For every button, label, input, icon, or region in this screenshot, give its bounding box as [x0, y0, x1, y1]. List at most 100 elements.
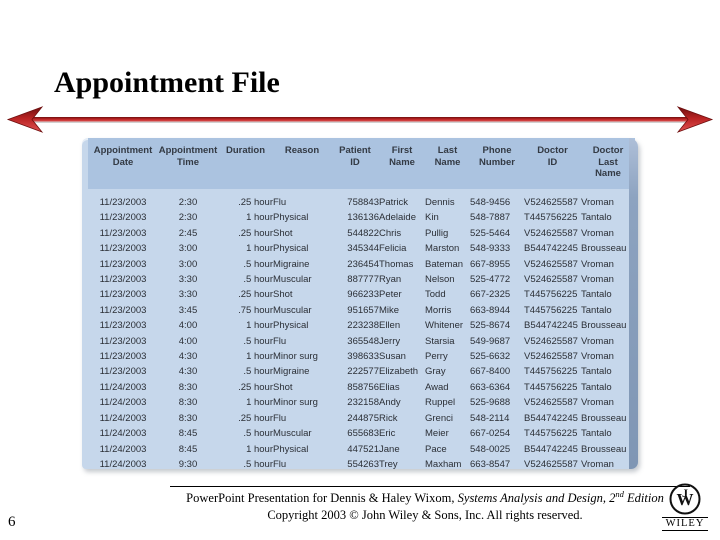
table-cell: 548-7887 [470, 212, 511, 224]
table-cell: Tantalo [581, 304, 612, 316]
table-cell: 8:45 [178, 428, 198, 440]
table-cell: Kin [425, 212, 439, 224]
table-cell: 11/23/2003 [99, 258, 147, 270]
table-cell: 966233 [347, 289, 379, 301]
page-title: Appointment File [54, 66, 280, 99]
table-cell: Tantalo [581, 289, 612, 301]
table-cell: Flu [273, 335, 287, 347]
table-cell: 11/23/2003 [99, 243, 147, 255]
table-cell: 11/23/2003 [99, 197, 147, 208]
table-cell: 525-5464 [470, 227, 511, 239]
table-cell: Whitener [425, 320, 464, 332]
table-cell: Morris [425, 304, 452, 316]
column-header: First Name [379, 138, 425, 189]
footer-line1-sup: nd [615, 488, 624, 499]
table-cell: 4:30 [178, 366, 198, 378]
table-row: 11/23/2003 2:45 .25 hour Shot 544822 Chris Pul… [88, 226, 635, 241]
table-cell: .25 hour [238, 227, 273, 239]
table-cell: Susan [379, 351, 406, 363]
table-cell: 11/23/2003 [99, 274, 147, 286]
table-cell: Physical [273, 320, 309, 332]
table-cell: Tantalo [581, 366, 612, 378]
wiley-logo: W J WILEY [662, 482, 708, 534]
column-header: Duration [218, 138, 273, 189]
table-row: 11/23/2003 4:30 1 hour Minor surg 398633 Susa… [88, 349, 635, 364]
table-cell: Shot [273, 289, 293, 301]
table-cell: Vroman [581, 458, 614, 470]
table-cell: 4:30 [178, 351, 198, 363]
table-cell: Thomas [379, 258, 414, 270]
table-cell: B544742245 [524, 412, 578, 424]
table-cell: 549-9687 [470, 335, 511, 347]
table-cell: V524625587 [524, 335, 578, 347]
table-cell: Shot [273, 227, 293, 239]
table-cell: 663-8547 [470, 458, 511, 470]
table-row: 11/24/2003 8:45 .5 hour Muscular 655683 Eric M… [88, 426, 635, 441]
table-cell: 525-4772 [470, 274, 511, 286]
table-cell: 11/23/2003 [99, 366, 147, 378]
table-cell: Vroman [581, 397, 614, 409]
table-cell: Dennis [425, 197, 455, 208]
table-header: Appointment Date Appointment Time Duration… [88, 138, 635, 189]
table-cell: V524625587 [524, 397, 578, 409]
footer-credits: PowerPoint Presentation for Dennis & Hal… [160, 490, 690, 523]
table-cell: 548-0025 [470, 443, 511, 455]
table-cell: 3:30 [178, 274, 198, 286]
table-cell: 1 hour [246, 443, 273, 455]
table-cell: 554263 [347, 458, 379, 470]
table-cell: Patrick [379, 197, 409, 208]
table-cell: T445756225 [524, 212, 578, 224]
table-row: 11/23/2003 3:30 .25 hour Shot 966233 Peter Tod… [88, 287, 635, 302]
appointment-table: Appointment Date Appointment Time Duration… [88, 138, 635, 472]
table-cell: Muscular [273, 304, 312, 316]
table-cell: 655683 [347, 428, 379, 440]
table-cell: Vroman [581, 351, 614, 363]
table-cell: 951657 [347, 304, 379, 316]
table-cell: 11/24/2003 [99, 381, 147, 393]
table-row: 11/23/2003 4:30 .5 hour Migraine 222577 Eliza… [88, 364, 635, 379]
table-cell: Ryan [379, 274, 402, 286]
double-arrow-divider [6, 106, 714, 133]
table-cell: B544742245 [524, 320, 578, 332]
table-cell: 11/23/2003 [99, 351, 147, 363]
table-cell: 667-8400 [470, 366, 511, 378]
table-cell: 1 hour [246, 243, 273, 255]
table-cell: Tantalo [581, 381, 612, 393]
table-cell: 663-8944 [470, 304, 511, 316]
table-cell: Flu [273, 458, 287, 470]
table-cell: 11/24/2003 [99, 443, 147, 455]
table-cell: Nelson [425, 274, 455, 286]
footer-line1-normal: PowerPoint Presentation for Dennis & Hal… [186, 491, 458, 505]
table-bevel-edge [629, 138, 638, 469]
table-cell: 4:00 [178, 320, 198, 332]
table-cell: 525-8674 [470, 320, 511, 332]
table-cell: Minor surg [273, 397, 318, 409]
svg-text:J: J [682, 486, 688, 500]
table-cell: Brousseau [581, 243, 627, 255]
table-cell: 4:00 [178, 335, 198, 347]
table-cell: 8:45 [178, 443, 198, 455]
table-cell: V524625587 [524, 274, 578, 286]
table-cell: Chris [379, 227, 402, 239]
table-cell: .25 hour [238, 197, 273, 208]
table-cell: T445756225 [524, 366, 578, 378]
table-cell: .5 hour [243, 258, 273, 270]
table-cell: Vroman [581, 258, 614, 270]
table-cell: 858756 [347, 381, 379, 393]
table-cell: Physical [273, 443, 309, 455]
table-cell: Andy [379, 397, 401, 409]
table-cell: 8:30 [178, 412, 198, 424]
table-cell: Bateman [425, 258, 464, 270]
table-cell: .5 hour [243, 335, 273, 347]
table-cell: 345344 [347, 243, 379, 255]
table-cell: Brousseau [581, 412, 627, 424]
table-cell: V524625587 [524, 197, 578, 208]
column-header: Patient ID [331, 138, 379, 189]
table-cell: Flu [273, 197, 287, 208]
table-cell: 548-9456 [470, 197, 511, 208]
table-cell: 1 hour [246, 397, 273, 409]
table-cell: .25 hour [238, 412, 273, 424]
table-cell: V524625587 [524, 458, 578, 470]
table-cell: .5 hour [243, 458, 273, 470]
table-cell: 136136 [347, 212, 379, 224]
